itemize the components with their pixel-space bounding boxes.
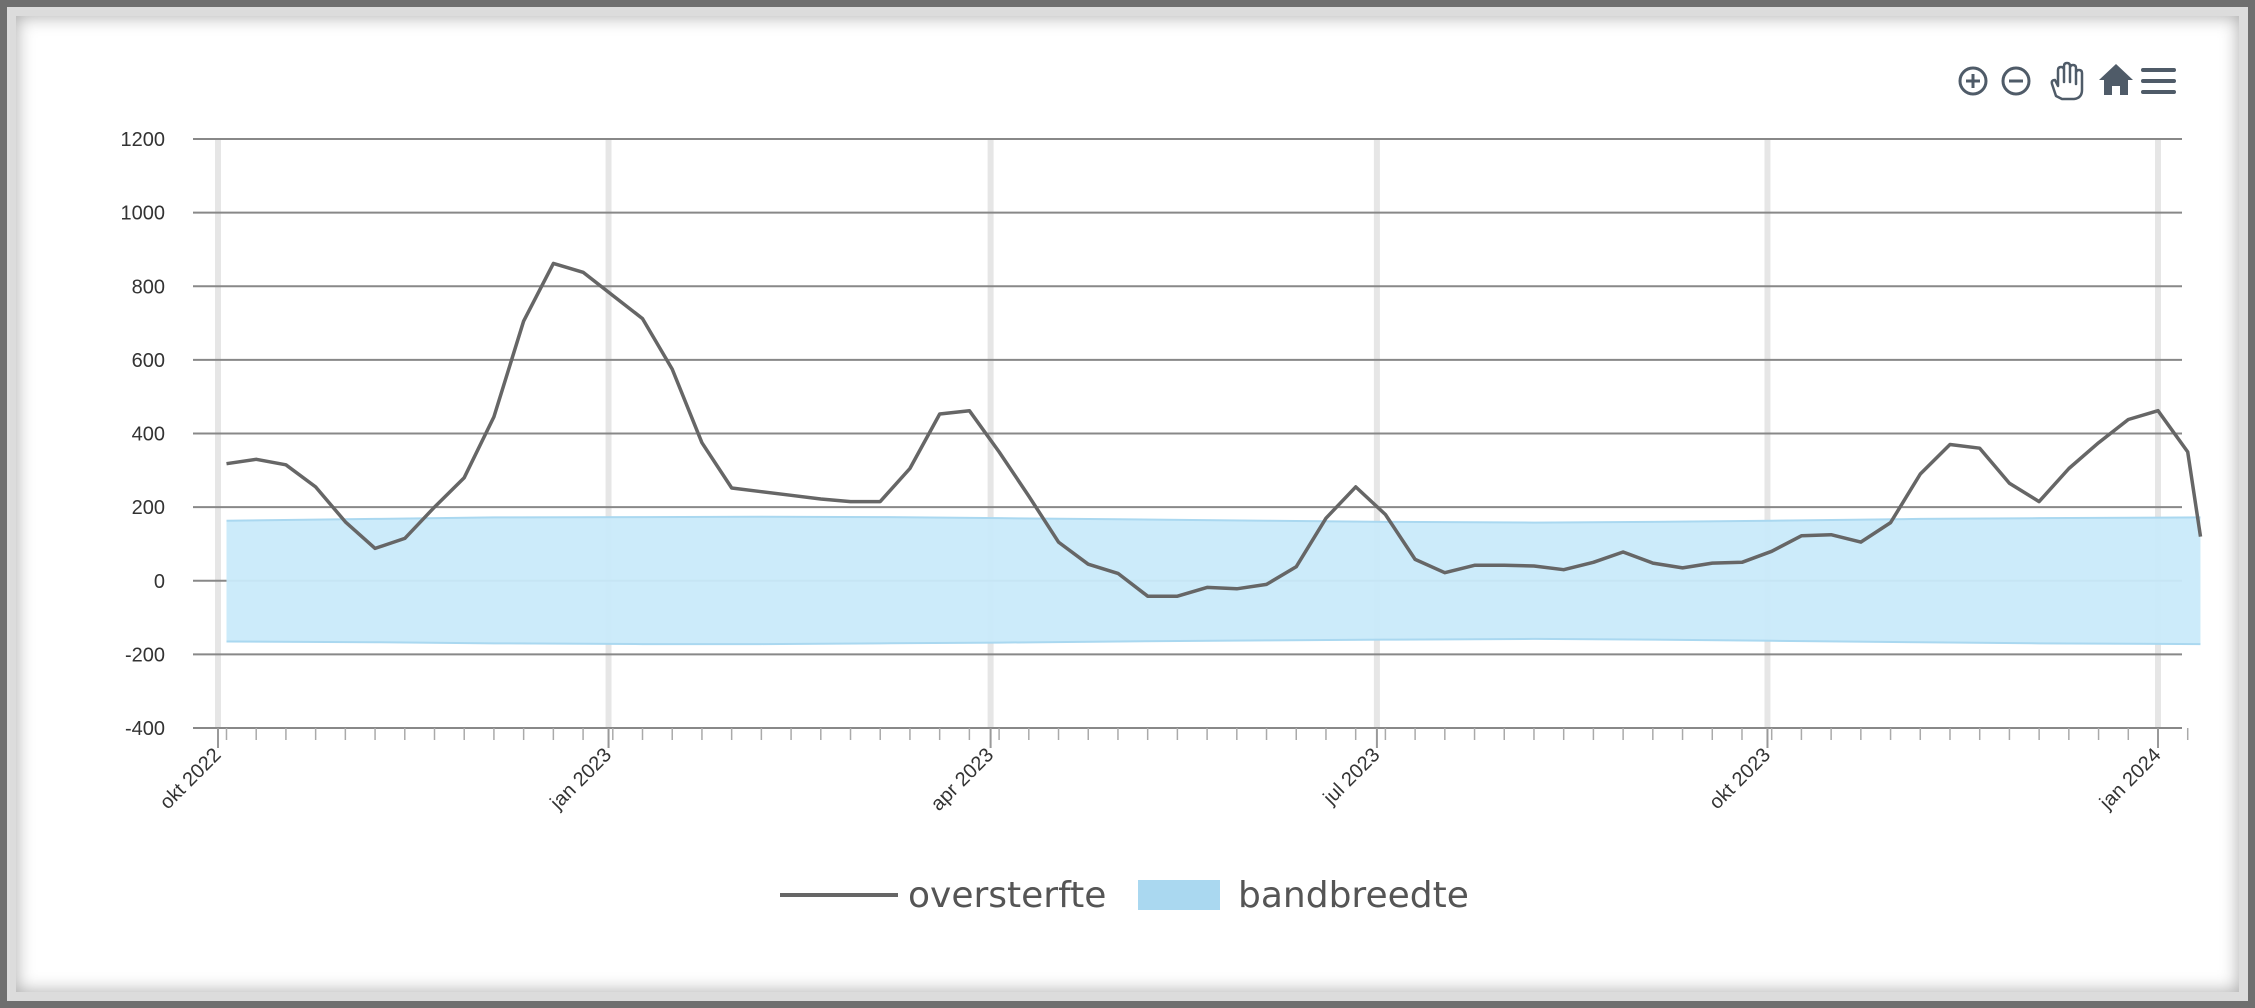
pan-hand-shape	[2050, 61, 2084, 101]
x-tick-label: okt 2022	[156, 744, 226, 814]
zoom-out-icon[interactable]	[2001, 66, 2031, 96]
zoom-in-circle	[1958, 66, 1988, 96]
menu-icon[interactable]	[2141, 68, 2176, 94]
x-tick-label: okt 2023	[1705, 744, 1775, 814]
y-tick-label: 800	[132, 276, 165, 298]
line-layer	[226, 261, 2203, 598]
y-tick-label: -400	[125, 718, 165, 740]
y-tick-label: 600	[132, 350, 165, 372]
home-shape	[2099, 64, 2133, 95]
legend-area-swatch	[1138, 880, 1220, 910]
x-tick-label: apr 2023	[927, 744, 998, 815]
y-tick-label: 1200	[121, 129, 166, 151]
pan-hand-icon[interactable]	[2050, 61, 2084, 101]
legend[interactable]: oversterfte bandbreedte	[780, 875, 1469, 916]
bandbreedte-upper-edge	[226, 515, 2201, 524]
zoom-in-icon[interactable]	[1958, 66, 1988, 96]
bandbreedte-area	[226, 516, 2201, 645]
legend-item-oversterfte[interactable]: oversterfte	[780, 875, 1106, 916]
y-tick-label: 200	[132, 497, 165, 519]
toolbar[interactable]	[1958, 61, 2176, 101]
chart-panel	[16, 16, 2239, 992]
y-tick-label: 1000	[121, 203, 166, 225]
axis-layer: 1200 1000 800 600 400 200 0 -200 -400 okt 2022 jan…	[121, 129, 2189, 815]
x-tick-label: jul 2023	[1319, 744, 1385, 810]
zoom-in-plus	[1966, 74, 1980, 88]
home-icon[interactable]	[2099, 64, 2133, 95]
bandbreedte-lower-edge	[226, 637, 2201, 646]
y-tick-label: 400	[132, 424, 165, 446]
legend-item-bandbreedte[interactable]: bandbreedte	[1138, 875, 1469, 916]
menu-lines	[2141, 68, 2176, 94]
x-tick-label: jan 2024	[2095, 744, 2166, 815]
zoom-out-circle	[2001, 66, 2031, 96]
x-tick-label: jan 2023	[546, 744, 617, 815]
oversterfte-line	[226, 261, 2203, 598]
legend-label: bandbreedte	[1238, 875, 1469, 916]
band-layer	[226, 515, 2201, 646]
y-tick-label: -200	[125, 644, 165, 666]
legend-label: oversterfte	[908, 875, 1106, 916]
y-tick-label: 0	[154, 571, 165, 593]
